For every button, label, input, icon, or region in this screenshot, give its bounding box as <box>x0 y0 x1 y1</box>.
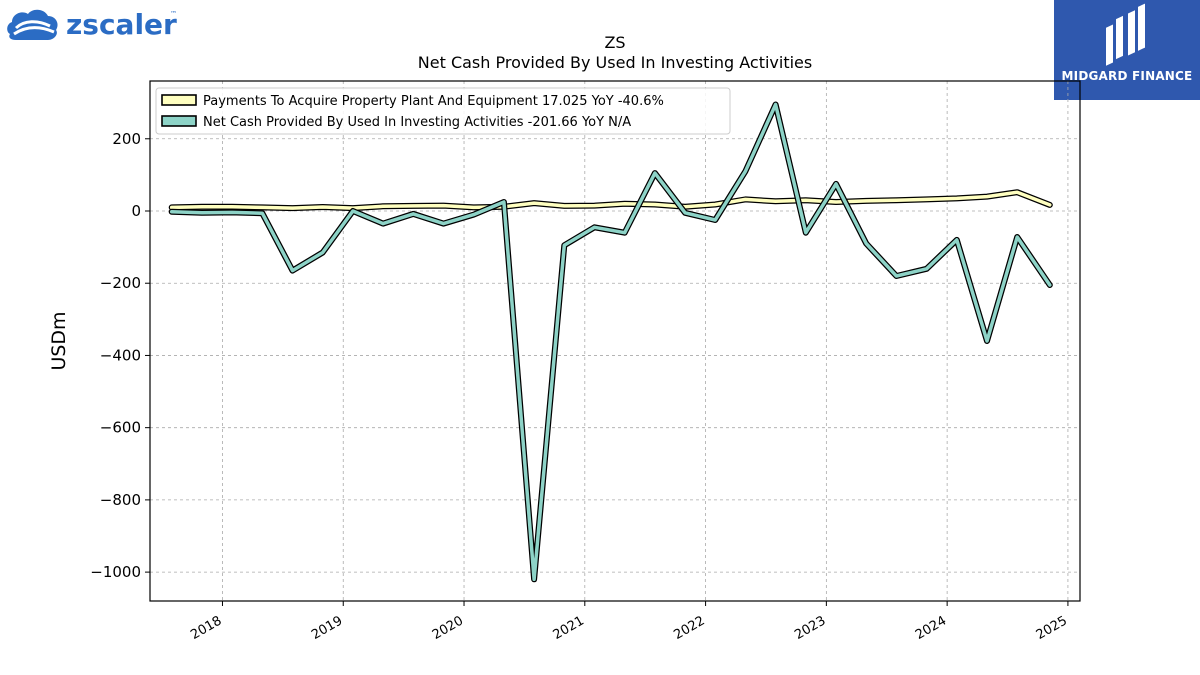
x-tick-label: 2018 <box>188 613 224 643</box>
y-axis: 200 0 −200 −400 −600 −800 −1000 <box>90 130 150 581</box>
y-tick-label: −800 <box>100 491 141 509</box>
x-tick-label: 2025 <box>1034 613 1070 643</box>
legend: Payments To Acquire Property Plant And E… <box>155 87 731 135</box>
y-tick-label: 200 <box>112 130 141 148</box>
legend-label-2: Net Cash Provided By Used In Investing A… <box>203 115 631 130</box>
midgard-emblem-icon <box>1106 3 1145 66</box>
x-tick-label: 2022 <box>671 613 707 643</box>
y-tick-label: −200 <box>100 274 141 292</box>
plot-frame <box>149 80 1081 602</box>
legend-label-1: Payments To Acquire Property Plant And E… <box>203 94 664 109</box>
y-tick-label: −400 <box>100 346 141 364</box>
zscaler-logo: zscaler ™ <box>7 8 177 41</box>
x-tick-label: 2021 <box>551 613 587 643</box>
x-tick-label: 2023 <box>792 613 828 643</box>
zscaler-logo-text: zscaler <box>66 8 177 41</box>
zscaler-trademark: ™ <box>170 10 177 18</box>
y-axis-label: USDm <box>48 311 70 370</box>
series-lines <box>168 101 1053 583</box>
midgard-finance-logo: MIDGARD FINANCE <box>1054 0 1200 100</box>
series-line-1 <box>169 190 1052 210</box>
series-line-2 <box>169 102 1052 582</box>
x-tick-label: 2020 <box>430 613 466 643</box>
x-tick-label: 2024 <box>913 613 949 643</box>
y-tick-label: −1000 <box>90 563 141 581</box>
legend-box <box>155 87 731 135</box>
x-axis: 2018 2019 2020 2021 2022 2023 2024 2025 <box>188 601 1070 643</box>
legend-swatch-1 <box>161 94 197 106</box>
chart-subtitle: Net Cash Provided By Used In Investing A… <box>418 53 812 72</box>
x-tick-label: 2019 <box>309 613 345 643</box>
chart-title: ZS <box>604 33 625 52</box>
legend-swatch-2 <box>161 115 197 127</box>
midgard-logo-text: MIDGARD FINANCE <box>1061 69 1193 83</box>
grid-lines <box>150 81 1080 601</box>
y-tick-label: −600 <box>100 419 141 437</box>
y-tick-label: 0 <box>131 202 141 220</box>
zscaler-cloud-icon <box>7 9 58 41</box>
series-outline-2 <box>168 101 1053 583</box>
